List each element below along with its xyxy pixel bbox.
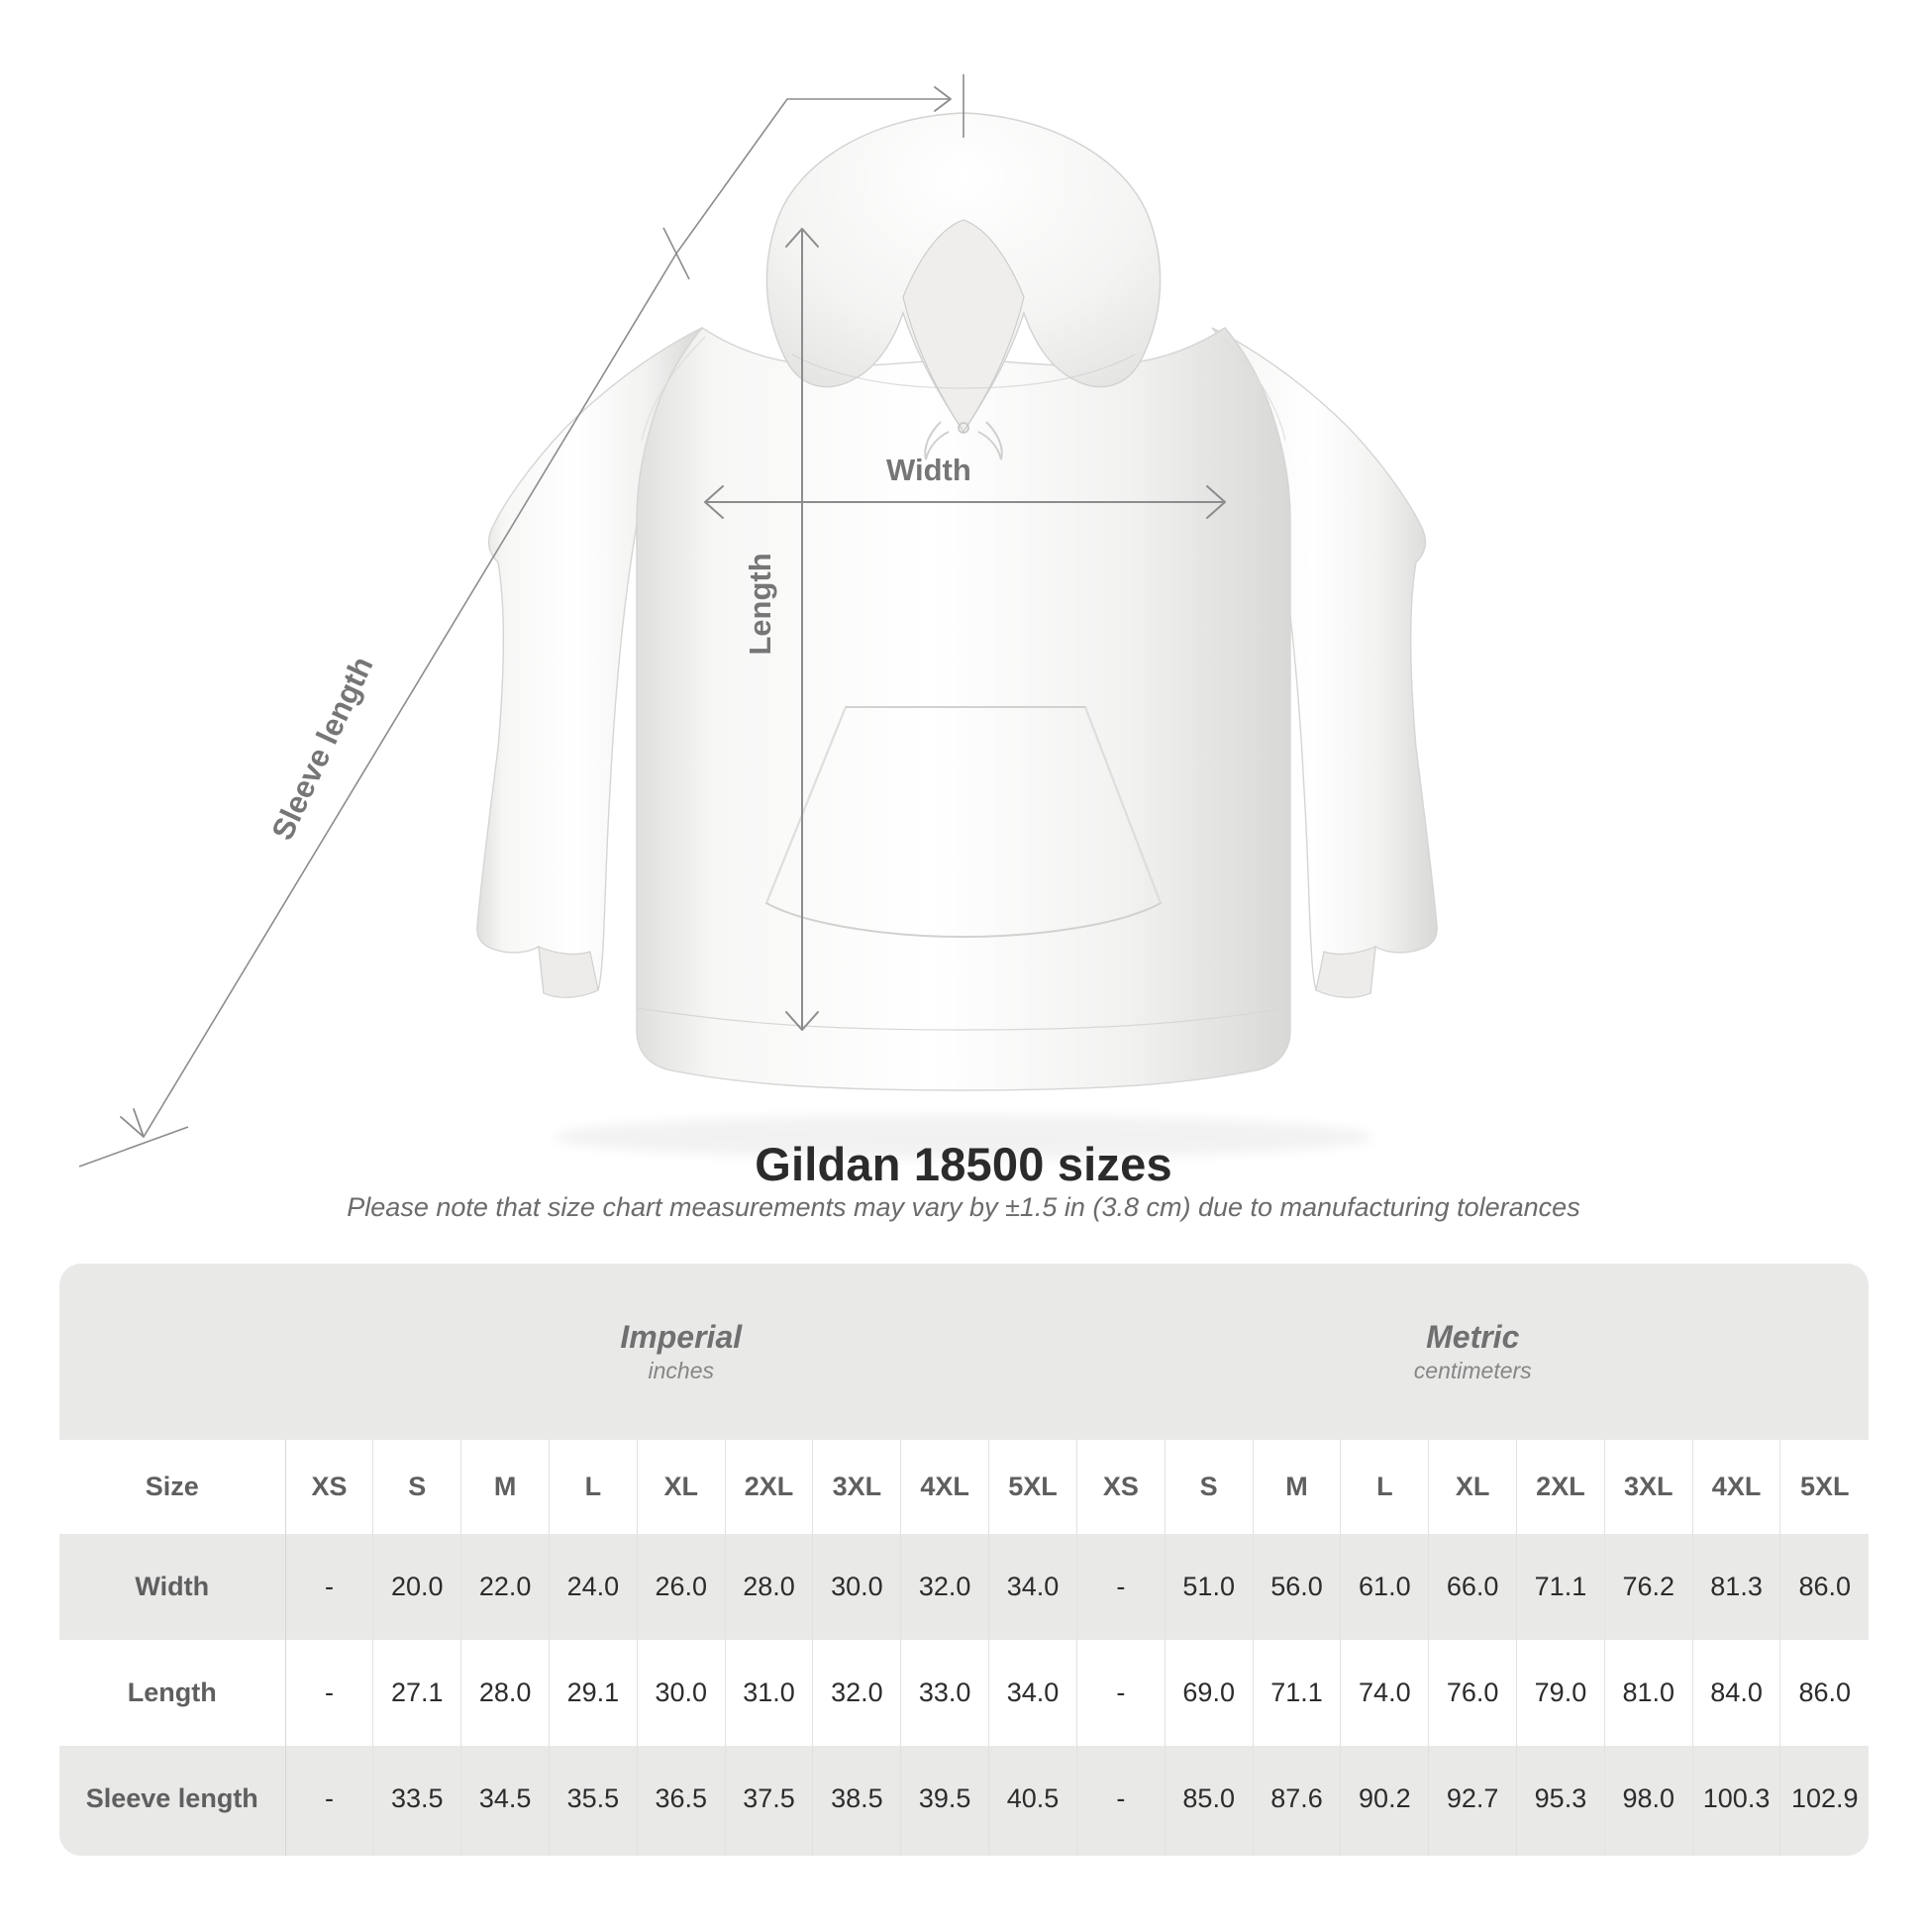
svg-text:Length: Length [743, 553, 777, 655]
svg-text:Width: Width [886, 453, 971, 487]
svg-text:Sleeve length: Sleeve length [264, 652, 379, 846]
